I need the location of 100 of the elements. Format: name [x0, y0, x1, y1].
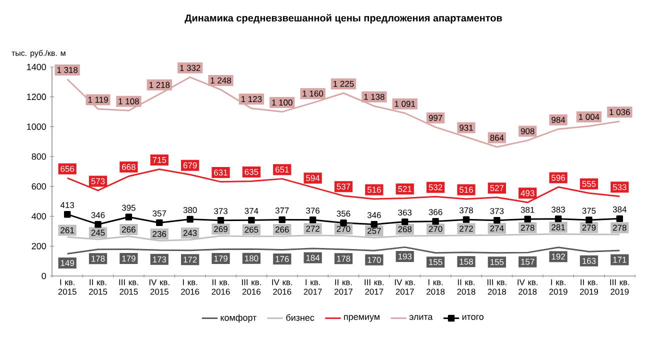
data-label: 493	[520, 190, 534, 196]
data-label: 266	[122, 226, 136, 233]
data-label: 395	[122, 204, 136, 211]
data-label: 163	[582, 258, 596, 264]
data-label: 679	[183, 162, 197, 168]
data-label: 1 218	[149, 82, 170, 88]
data-label: 373	[214, 208, 228, 214]
data-label: 272	[306, 226, 320, 232]
x-tick-label: II кв. 2015	[89, 279, 108, 295]
x-tick-label: II кв. 2019	[580, 279, 598, 295]
x-tick-label: IV кв. 2016	[272, 279, 292, 295]
data-label: 516	[460, 186, 473, 193]
data-label: 908	[520, 128, 534, 134]
data-label: 383	[552, 206, 565, 213]
data-label: 516	[367, 186, 381, 193]
legend-label: премиум	[344, 315, 380, 322]
data-label: 157	[521, 258, 534, 265]
data-label: 555	[582, 180, 596, 187]
data-label: 1 119	[88, 96, 108, 103]
data-label: 573	[91, 178, 105, 184]
data-label: 236	[152, 231, 166, 238]
x-tick-label: III кв. 2016	[242, 279, 261, 295]
data-label: 243	[183, 230, 197, 236]
x-tick-label: III кв. 2019	[610, 279, 630, 295]
x-tick-label: II кв. 2018	[457, 279, 476, 295]
data-label: 374	[244, 208, 258, 214]
point	[462, 216, 470, 223]
legend-label: комфорт	[220, 314, 257, 323]
data-label: 366	[428, 209, 442, 216]
data-label: 270	[336, 226, 350, 232]
data-label: 193	[398, 253, 412, 260]
data-label: 381	[520, 206, 534, 213]
data-label: 270	[428, 226, 442, 232]
x-tick-label: II кв. 2017	[334, 279, 352, 295]
x-tick-label: III кв. 2015	[119, 279, 138, 295]
data-label: 532	[428, 184, 442, 190]
data-label: 594	[306, 175, 320, 182]
data-label: 1 091	[394, 100, 416, 107]
y-tick-label: 1000	[27, 124, 46, 130]
x-tick-label: I кв. 2015	[58, 279, 76, 295]
data-label: 192	[552, 254, 565, 260]
y-tick-label: 0	[42, 272, 46, 280]
point	[370, 220, 378, 228]
data-label: 261	[60, 227, 74, 234]
x-tick-label: I кв. 2019	[549, 279, 568, 295]
data-label: 180	[245, 255, 258, 262]
legend-label: итого	[462, 315, 484, 320]
data-label: 413	[60, 202, 74, 208]
data-label: 274	[490, 225, 504, 232]
data-label: 178	[337, 256, 350, 262]
point	[586, 216, 592, 224]
point	[616, 215, 624, 222]
data-label: 715	[152, 157, 166, 163]
point	[94, 220, 102, 228]
point	[186, 216, 194, 223]
data-label: 864	[490, 134, 504, 141]
y-tick-label: 200	[32, 242, 46, 250]
data-label: 266	[275, 226, 289, 233]
data-label: 155	[490, 259, 504, 266]
data-label: 1 225	[334, 80, 354, 87]
y-tick-label: 1400	[27, 64, 46, 70]
data-label: 377	[275, 207, 289, 214]
data-label: 172	[184, 256, 197, 263]
data-label: 1 138	[364, 94, 384, 100]
data-label: 346	[91, 212, 105, 218]
data-label: 1 100	[272, 100, 292, 106]
data-label: 363	[398, 210, 412, 216]
point	[554, 215, 562, 222]
data-label: 257	[368, 228, 381, 234]
data-label: 380	[183, 207, 197, 214]
x-tick-label: III кв. 2018	[487, 279, 506, 295]
x-tick-label: I кв. 2018	[426, 279, 445, 295]
data-label: 668	[122, 164, 136, 170]
data-label: 281	[552, 224, 565, 230]
data-label: 158	[460, 258, 473, 265]
data-label: 278	[520, 224, 534, 231]
data-label: 1 332	[180, 64, 200, 71]
data-label: 268	[398, 226, 412, 232]
data-label: 179	[122, 256, 136, 262]
data-label: 357	[152, 210, 166, 216]
data-label: 384	[612, 206, 626, 212]
data-label: 149	[60, 260, 74, 266]
x-tick-label: IV кв. 2018	[518, 279, 538, 295]
data-label: 1 318	[57, 67, 78, 73]
data-label: 997	[428, 114, 442, 121]
data-label: 375	[582, 208, 596, 214]
data-label: 346	[367, 212, 381, 218]
data-label: 279	[582, 224, 596, 231]
data-label: 272	[460, 226, 473, 232]
x-tick-label: I кв. 2016	[181, 279, 200, 295]
data-label: 635	[244, 168, 258, 175]
point	[432, 218, 439, 225]
point	[156, 219, 163, 226]
chart-title: Динамика средневзвешанной цены предложения апартаментов	[184, 14, 502, 24]
point	[402, 218, 408, 226]
x-tick-label: IV кв. 2015	[149, 279, 170, 295]
data-label: 1 004	[579, 114, 600, 120]
x-tick-label: IV кв. 2017	[394, 279, 415, 295]
data-label: 378	[460, 207, 473, 214]
x-tick-label: I кв. 2017	[304, 279, 322, 295]
